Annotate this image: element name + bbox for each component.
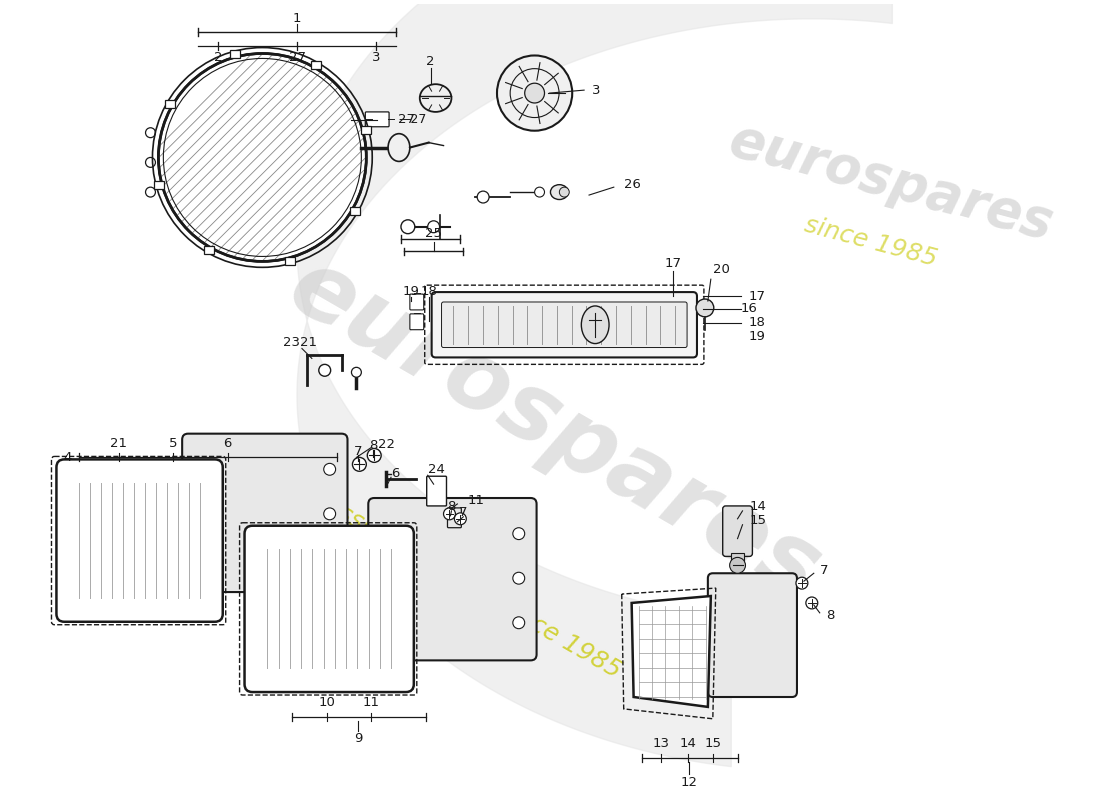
Polygon shape: [631, 596, 711, 707]
Text: 7: 7: [459, 506, 468, 519]
Text: 8: 8: [368, 439, 377, 452]
Circle shape: [443, 508, 455, 520]
Circle shape: [352, 458, 366, 471]
FancyBboxPatch shape: [204, 246, 213, 254]
Text: 22: 22: [378, 438, 395, 451]
Text: 6: 6: [392, 466, 399, 480]
Text: 3: 3: [372, 51, 381, 64]
FancyBboxPatch shape: [230, 50, 240, 58]
Ellipse shape: [550, 185, 569, 199]
Text: a passion for parts since 1985: a passion for parts since 1985: [286, 474, 625, 683]
Text: 25: 25: [425, 227, 442, 240]
FancyBboxPatch shape: [410, 314, 424, 330]
Circle shape: [454, 513, 466, 525]
Circle shape: [497, 55, 572, 130]
Text: 26: 26: [624, 178, 640, 190]
Text: 17: 17: [748, 290, 766, 302]
Text: 21: 21: [110, 437, 128, 450]
Text: 13: 13: [652, 738, 670, 750]
Text: 2: 2: [427, 55, 434, 68]
FancyBboxPatch shape: [431, 292, 697, 358]
Text: eurospares: eurospares: [724, 114, 1058, 250]
Text: 11: 11: [363, 696, 379, 709]
Circle shape: [729, 558, 746, 574]
FancyBboxPatch shape: [427, 476, 447, 506]
Text: 7: 7: [820, 564, 828, 577]
Circle shape: [513, 528, 525, 539]
Text: 8: 8: [448, 501, 455, 514]
Text: 12: 12: [681, 776, 697, 789]
Circle shape: [560, 187, 570, 197]
FancyBboxPatch shape: [448, 508, 461, 528]
FancyBboxPatch shape: [410, 294, 424, 310]
Text: since 1985: since 1985: [802, 212, 940, 271]
Circle shape: [402, 220, 415, 234]
FancyBboxPatch shape: [244, 526, 414, 692]
FancyBboxPatch shape: [365, 112, 389, 126]
Circle shape: [323, 463, 336, 475]
Circle shape: [323, 508, 336, 520]
Circle shape: [367, 449, 382, 462]
Text: 5: 5: [169, 437, 177, 450]
Circle shape: [158, 54, 366, 262]
FancyBboxPatch shape: [311, 61, 321, 69]
Circle shape: [806, 597, 817, 609]
FancyBboxPatch shape: [56, 459, 223, 622]
Text: 8: 8: [826, 610, 834, 622]
Text: 16: 16: [740, 302, 758, 315]
Ellipse shape: [388, 134, 410, 162]
Circle shape: [428, 221, 440, 233]
Text: 7: 7: [354, 445, 363, 458]
Circle shape: [525, 83, 544, 103]
Circle shape: [535, 187, 544, 197]
Text: 14: 14: [680, 738, 696, 750]
Text: 4: 4: [63, 451, 72, 464]
FancyBboxPatch shape: [165, 100, 175, 108]
FancyBboxPatch shape: [708, 574, 797, 697]
Text: 19: 19: [403, 285, 419, 298]
Text: 27: 27: [398, 114, 415, 126]
FancyBboxPatch shape: [368, 498, 537, 660]
Text: 3: 3: [592, 84, 601, 97]
Text: 18: 18: [420, 285, 437, 298]
Text: 15: 15: [749, 514, 767, 527]
Ellipse shape: [240, 81, 324, 244]
Circle shape: [513, 572, 525, 584]
Text: 9: 9: [354, 732, 363, 745]
Text: —27: —27: [398, 114, 427, 126]
FancyBboxPatch shape: [441, 302, 688, 347]
Circle shape: [352, 367, 362, 378]
Circle shape: [323, 553, 336, 564]
FancyBboxPatch shape: [361, 126, 371, 134]
FancyBboxPatch shape: [183, 434, 348, 592]
Text: eurospares: eurospares: [273, 241, 836, 619]
Text: 15: 15: [704, 738, 722, 750]
Text: 18: 18: [748, 316, 766, 330]
Text: 10: 10: [318, 696, 336, 709]
Text: 21: 21: [300, 336, 318, 349]
Circle shape: [796, 578, 807, 589]
Circle shape: [513, 617, 525, 629]
FancyBboxPatch shape: [730, 554, 745, 566]
Circle shape: [477, 191, 490, 203]
Text: 1: 1: [293, 12, 301, 26]
FancyBboxPatch shape: [723, 506, 752, 557]
Text: 11: 11: [468, 494, 484, 507]
Text: 27: 27: [288, 51, 306, 64]
Text: 17: 17: [664, 257, 682, 270]
Text: 23: 23: [283, 336, 299, 349]
FancyBboxPatch shape: [285, 257, 295, 265]
Ellipse shape: [696, 299, 714, 317]
FancyBboxPatch shape: [154, 181, 164, 189]
Text: 20: 20: [713, 263, 729, 276]
Text: 24: 24: [428, 463, 444, 476]
Text: 19: 19: [748, 330, 766, 343]
Ellipse shape: [581, 306, 609, 343]
Circle shape: [319, 364, 331, 376]
Text: 6: 6: [223, 437, 232, 450]
Text: 14: 14: [749, 501, 767, 514]
Text: 2: 2: [213, 51, 222, 64]
Ellipse shape: [420, 84, 451, 112]
FancyBboxPatch shape: [350, 207, 360, 215]
